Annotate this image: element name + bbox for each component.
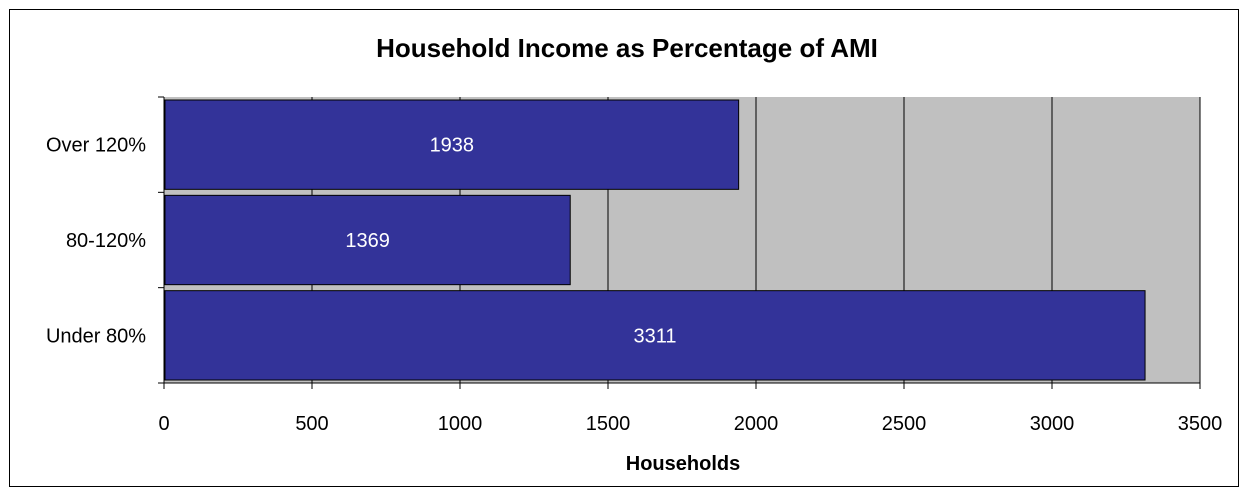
chart-title: Household Income as Percentage of AMI — [376, 33, 878, 63]
data-label: 1938 — [430, 135, 475, 157]
x-tick-label: 500 — [295, 413, 328, 435]
bar — [164, 290, 1146, 381]
x-axis-title: Households — [626, 453, 740, 475]
x-tick-label: 0 — [158, 413, 169, 435]
bar — [164, 194, 571, 286]
x-tick-label: 3500 — [1178, 413, 1223, 435]
bars — [164, 99, 1146, 381]
x-tick-label: 2000 — [734, 413, 779, 435]
x-tick-label: 3000 — [1030, 413, 1075, 435]
labels: 0 500 1000 1500 2000 2500 3000 3500 1938 Over 120… — [46, 135, 1222, 435]
y-tick-label: Under 80% — [46, 325, 146, 347]
x-tick-label: 1500 — [586, 413, 631, 435]
y-tick-label: Over 120% — [46, 135, 146, 157]
data-label: 1369 — [345, 230, 390, 252]
axes — [158, 96, 1201, 389]
x-tick-label: 2500 — [882, 413, 927, 435]
x-tick-label: 1000 — [438, 413, 483, 435]
y-tick-label: 80-120% — [66, 230, 146, 252]
data-label: 3311 — [634, 325, 677, 347]
bar — [164, 99, 740, 190]
